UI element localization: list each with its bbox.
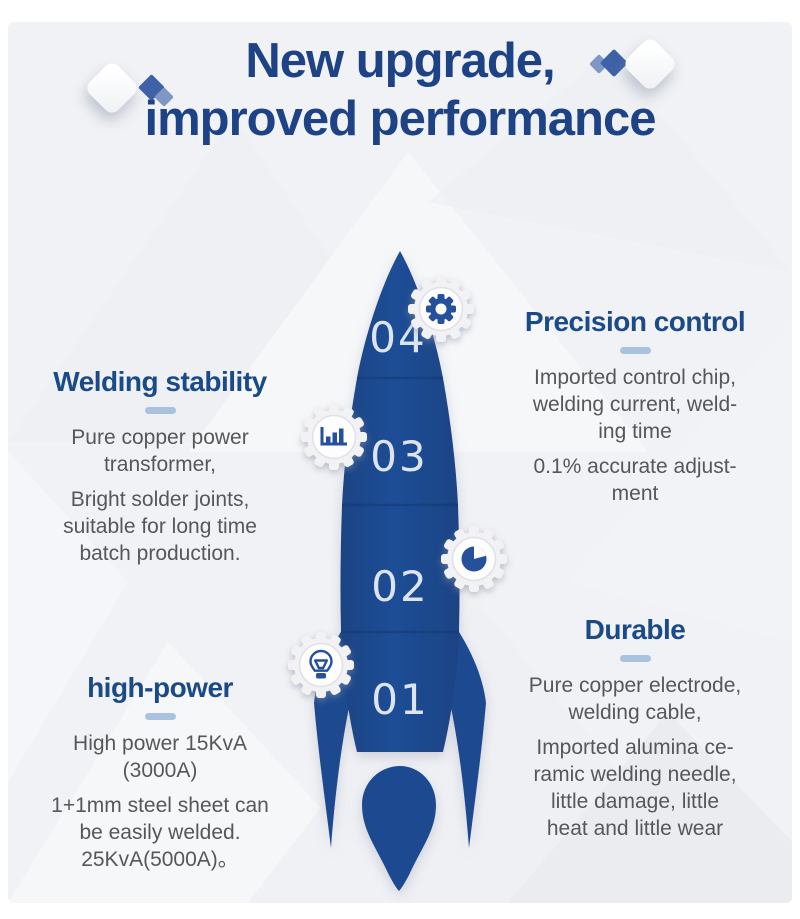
gear-badge-04: [408, 276, 474, 342]
bar-chart-icon: [320, 427, 347, 446]
feature-heading: Durable: [584, 614, 686, 645]
feature-high-power: high-power High power 15KvA (3000A) 1+1m…: [15, 672, 305, 881]
feature-welding-stability: Welding stability Pure copper power tran…: [15, 366, 305, 575]
heading-underline: [144, 713, 176, 720]
heading-underline: [619, 347, 651, 354]
lightbulb-icon: [309, 649, 333, 679]
feature-paragraph: 1+1mm steel sheet can be easily welded. …: [51, 794, 269, 871]
title-line-1: New upgrade,: [245, 34, 555, 88]
gear-badge-02: [441, 526, 507, 592]
feature-paragraph: Pure copper electrode, welding cable,: [528, 674, 742, 724]
heading-underline: [144, 407, 176, 414]
pie-chart-icon: [461, 546, 487, 572]
gear-icon: [426, 294, 456, 324]
feature-paragraph: Pure copper power transformer,: [71, 426, 249, 476]
feature-paragraph: High power 15KvA (3000A): [73, 732, 247, 782]
page-title: New upgrade, improved performance: [0, 32, 800, 148]
feature-paragraph: Bright solder joints, suitable for long …: [63, 488, 257, 565]
title-line-2: improved performance: [144, 92, 657, 146]
gear-badge-01: [288, 632, 354, 698]
feature-paragraph: 0.1% accurate adjust- ment: [533, 455, 737, 505]
feature-precision-control: Precision control Imported control chip,…: [485, 306, 785, 515]
feature-paragraph: Imported alumina ce- ramic welding needl…: [533, 736, 737, 840]
heading-underline: [619, 655, 651, 662]
rocket-body: [340, 251, 460, 752]
feature-heading: Precision control: [524, 306, 746, 337]
feature-durable: Durable Pure copper electrode, welding c…: [485, 614, 785, 850]
feature-heading: high-power: [87, 672, 233, 703]
feature-heading: Welding stability: [53, 366, 267, 397]
stage-number-02: 02: [371, 562, 428, 611]
stage-number-01: 01: [371, 675, 428, 724]
gear-badge-03: [301, 404, 367, 470]
rocket-diagram: 04 03 02 01: [288, 251, 507, 891]
rocket-flame: [362, 766, 436, 891]
stage-number-03: 03: [370, 432, 427, 481]
background-panel: [8, 22, 792, 903]
feature-paragraph: Imported control chip, welding current, …: [532, 366, 738, 443]
